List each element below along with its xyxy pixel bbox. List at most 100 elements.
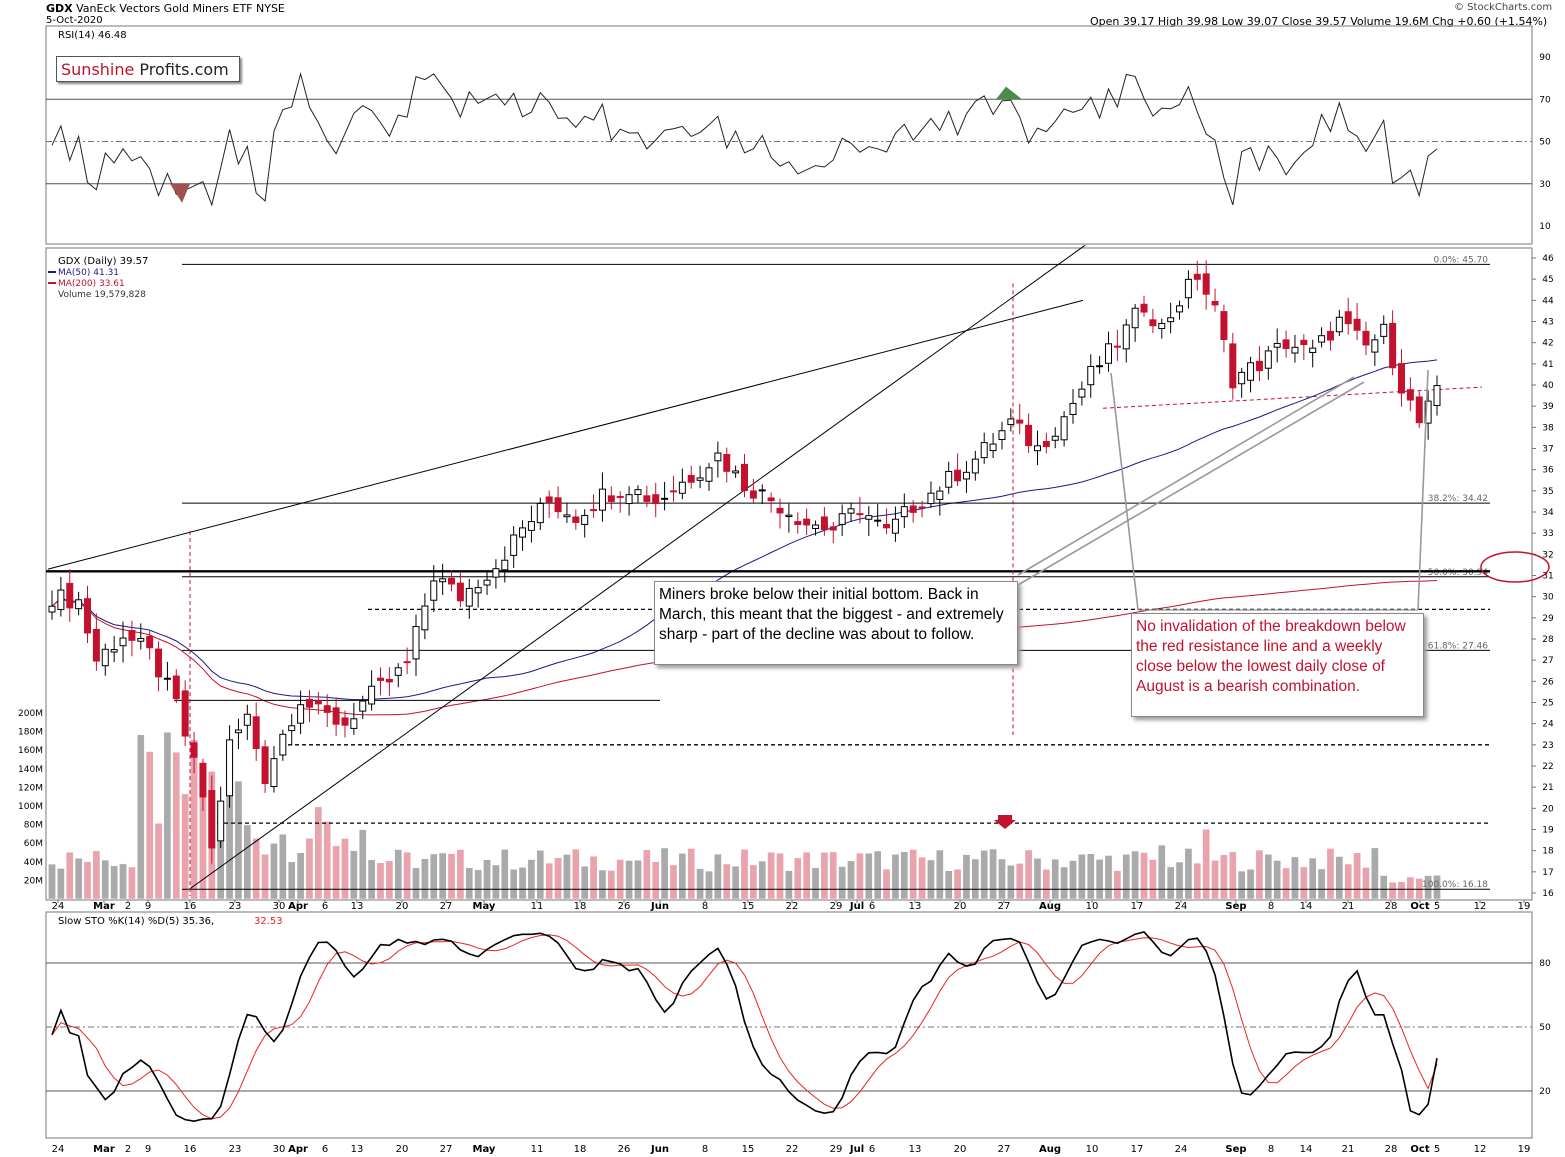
candle-body [181,690,189,737]
candle-body [288,725,296,732]
volume-bar [385,860,394,900]
price-tick-label: 40 [1542,381,1554,391]
candle-body [75,599,83,610]
panel-frame-2 [45,911,1533,1139]
price-tick-label: 19 [1542,826,1554,836]
x-tick-label-bottom: 27 [998,1144,1011,1155]
candle-body [359,700,367,712]
x-tick-label: 6 [322,901,328,912]
candle-body [865,515,873,520]
pointer-line [1417,369,1429,611]
candle-body [1193,273,1201,280]
candle-body [243,713,251,726]
x-tick-label: 29 [830,901,843,912]
volume-tick-label: 200M [18,709,43,719]
volume-bar [580,866,589,900]
price-tick-label: 26 [1542,677,1554,687]
volume-bar [607,870,616,900]
volume-legend: Volume 19,579,828 [58,290,146,300]
x-tick-label: 17 [1131,901,1144,912]
volume-bar [1078,853,1086,900]
volume-bar [998,858,1006,900]
rsi-overbought-fill [996,86,1022,100]
candle-body [1247,362,1255,381]
candle-body [1176,305,1184,313]
candle-body [767,497,775,502]
volume-bar [731,865,740,900]
volume-bar [891,854,900,900]
security-name: VanEck Vectors Gold Miners ETF [76,2,253,15]
volume-bar [980,850,989,900]
volume-bar [74,857,83,900]
candle-body [368,685,376,705]
volume-bar [323,821,332,900]
volume-bar [714,853,722,900]
candle-body [456,582,464,602]
x-tick-label: 12 [1474,901,1487,912]
ma200-legend: MA(200) 33.61 [58,279,125,289]
volume-bar [394,849,403,900]
volume-bar [802,851,811,900]
candle-body [1389,322,1397,369]
x-tick-label-bottom: Jun [650,1144,669,1155]
candle-body [474,587,482,594]
candle-body [403,661,411,664]
x-tick-label: 13 [351,901,364,912]
price-tick-label: 35 [1542,487,1553,497]
volume-bar [403,851,411,900]
x-tick-label: Jun [650,901,669,912]
candle-body [1016,419,1024,424]
candle-body [732,470,740,474]
volume-bar [1299,866,1308,900]
candle-body [563,514,571,518]
x-tick-label-bottom: 27 [440,1144,453,1155]
volume-bar [1326,848,1335,900]
x-tick-label: 8 [702,901,708,912]
volume-bar [270,843,278,900]
price-tick-label: 25 [1542,699,1553,709]
volume-bar [456,849,465,900]
candle-body [820,516,828,531]
candle-body [137,637,145,642]
volume-bar [989,848,997,900]
volume-bar [1193,862,1202,900]
candle-body [829,526,837,531]
volume-bar [1069,860,1077,900]
candle-body [421,605,429,631]
candle-body [874,519,882,522]
volume-tick-label: 60M [24,839,43,849]
rsi-tick-label: 90 [1539,53,1551,63]
sto-d-legend: 32.53 [254,916,283,927]
volume-bar [518,867,527,900]
candle-body [1051,435,1059,441]
volume-bar [1335,856,1344,900]
candle-body [146,635,154,649]
volume-bar [1175,861,1184,900]
x-tick-label: Apr [288,901,308,912]
price-tick-label: 41 [1542,360,1553,370]
x-tick-label-bottom: 18 [574,1144,587,1155]
volume-bar [367,859,376,900]
price-tick-label: 17 [1542,868,1553,878]
price-tick-label: 28 [1542,635,1554,645]
volume-bar [634,859,642,900]
x-tick-label: 28 [1385,901,1398,912]
volume-bar [1042,869,1051,900]
rsi-tick-label: 10 [1539,222,1551,232]
candle-body [687,474,695,483]
candle-body [883,523,891,529]
volume-bar [261,853,269,900]
volume-bar [110,865,118,900]
candle-body [1229,343,1237,389]
candle-body [92,628,100,662]
volume-bar [1246,868,1255,900]
price-tick-label: 24 [1542,720,1554,730]
x-tick-label-bottom: Aug [1039,1144,1061,1155]
candle-body [297,704,305,724]
candle-body [172,675,180,700]
candle-body [1255,360,1263,372]
fib-label: 100.0%: 16.18 [1422,880,1488,890]
fib-label: 0.0%: 45.70 [1433,255,1488,265]
candle-body [554,497,562,513]
candle-body [483,579,491,586]
